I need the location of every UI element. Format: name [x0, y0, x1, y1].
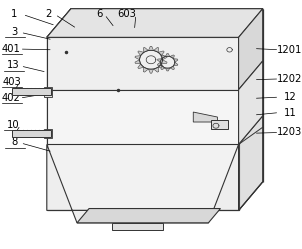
Text: 8: 8 — [11, 137, 18, 147]
Polygon shape — [170, 55, 174, 59]
Polygon shape — [47, 37, 239, 90]
Bar — [12, 88, 51, 95]
Polygon shape — [149, 46, 153, 51]
Polygon shape — [239, 61, 263, 144]
Polygon shape — [193, 112, 217, 122]
Bar — [12, 130, 51, 137]
Polygon shape — [173, 62, 178, 66]
Polygon shape — [77, 209, 220, 223]
Text: 3: 3 — [11, 27, 18, 37]
Polygon shape — [161, 55, 165, 59]
Text: 6: 6 — [96, 9, 103, 19]
Polygon shape — [153, 67, 159, 72]
Polygon shape — [173, 59, 178, 62]
Polygon shape — [47, 90, 239, 144]
Text: 403: 403 — [2, 77, 21, 87]
Polygon shape — [47, 9, 263, 37]
Text: 11: 11 — [284, 108, 296, 118]
Polygon shape — [161, 66, 165, 70]
Bar — [44, 87, 52, 97]
Text: 1203: 1203 — [277, 127, 302, 137]
Text: 1202: 1202 — [277, 74, 302, 84]
Bar — [112, 223, 163, 230]
Polygon shape — [158, 51, 164, 56]
Polygon shape — [149, 69, 153, 73]
Polygon shape — [239, 9, 263, 210]
Polygon shape — [138, 51, 144, 56]
Polygon shape — [239, 9, 263, 90]
Text: 10: 10 — [7, 120, 19, 129]
Polygon shape — [47, 144, 239, 223]
Text: 1201: 1201 — [277, 45, 302, 55]
Bar — [44, 129, 52, 138]
Polygon shape — [143, 67, 149, 72]
Polygon shape — [157, 59, 162, 62]
Polygon shape — [47, 37, 239, 210]
Polygon shape — [138, 64, 144, 69]
Text: 402: 402 — [2, 93, 21, 103]
Text: 401: 401 — [2, 44, 21, 54]
Polygon shape — [135, 56, 141, 60]
Polygon shape — [239, 116, 263, 210]
Polygon shape — [165, 68, 170, 71]
Polygon shape — [165, 54, 170, 57]
Text: 1: 1 — [11, 9, 18, 19]
Polygon shape — [47, 9, 263, 37]
Text: 13: 13 — [7, 61, 19, 70]
Text: 12: 12 — [284, 92, 296, 102]
Polygon shape — [161, 60, 167, 64]
Polygon shape — [135, 60, 141, 64]
Bar — [211, 120, 228, 129]
Polygon shape — [161, 56, 167, 60]
Polygon shape — [157, 62, 162, 66]
Text: 2: 2 — [45, 9, 52, 19]
Text: 603: 603 — [117, 9, 136, 19]
Polygon shape — [153, 47, 159, 52]
Polygon shape — [143, 47, 149, 52]
Polygon shape — [170, 66, 174, 70]
Polygon shape — [158, 64, 164, 69]
